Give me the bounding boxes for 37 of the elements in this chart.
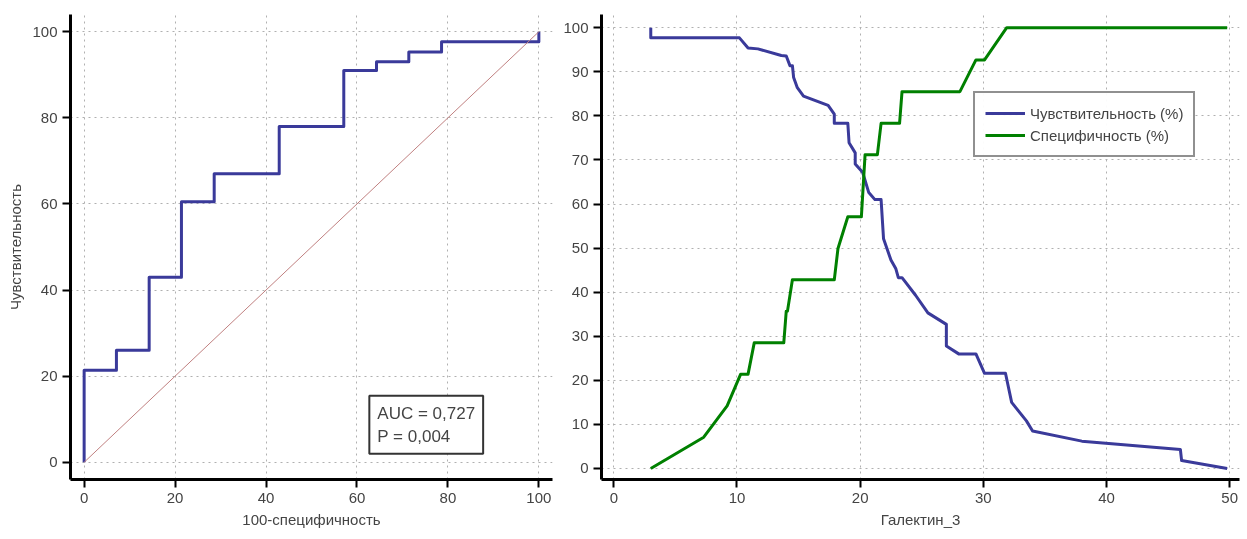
x-tick-label: 60 — [348, 488, 366, 506]
x-tick-label: 30 — [974, 488, 992, 506]
y-tick-label: 80 — [40, 108, 58, 126]
y-tick-label: 40 — [40, 281, 58, 299]
legend-label: Специфичность (%) — [1030, 126, 1170, 144]
legend-label: Чувствительность (%) — [1030, 104, 1184, 122]
line-series — [649, 26, 1229, 470]
x-axis-title: 100-специфичность — [242, 510, 381, 528]
x-tick-label: 80 — [439, 488, 457, 506]
x-tick-label: 0 — [79, 488, 89, 506]
annotation: P = 0,004 — [377, 426, 451, 446]
y-tick-label: 80 — [571, 106, 589, 124]
y-axis-title: Чувствительность — [7, 183, 25, 310]
x-tick-label: 0 — [609, 488, 618, 506]
y-tick-label: 30 — [571, 327, 589, 345]
y-tick-label: 0 — [580, 459, 589, 477]
x-tick-label: 40 — [257, 488, 275, 506]
x-tick-label: 20 — [851, 488, 869, 506]
y-tick-label: 20 — [40, 367, 58, 385]
y-tick-label: 60 — [40, 194, 58, 212]
x-tick-label: 50 — [1221, 488, 1238, 506]
x-tick-label: 100 — [526, 488, 552, 506]
x-axis-title: Галектин_3 — [880, 510, 961, 528]
x-tick-label: 40 — [1098, 488, 1115, 506]
x-tick-label: 10 — [728, 488, 746, 506]
x-tick-label: 20 — [166, 488, 184, 506]
y-tick-label: 40 — [571, 283, 589, 301]
annotation: AUC = 0,727 — [377, 403, 476, 423]
y-tick-label: 20 — [571, 371, 589, 389]
y-tick-label: 10 — [571, 415, 589, 433]
y-tick-label: 0 — [49, 453, 58, 471]
y-tick-label: 100 — [32, 22, 58, 40]
y-tick-label: 60 — [571, 195, 589, 213]
y-tick-label: 100 — [563, 18, 589, 36]
y-tick-label: 50 — [571, 239, 589, 257]
y-tick-label: 90 — [571, 62, 589, 80]
y-tick-label: 70 — [571, 150, 589, 168]
